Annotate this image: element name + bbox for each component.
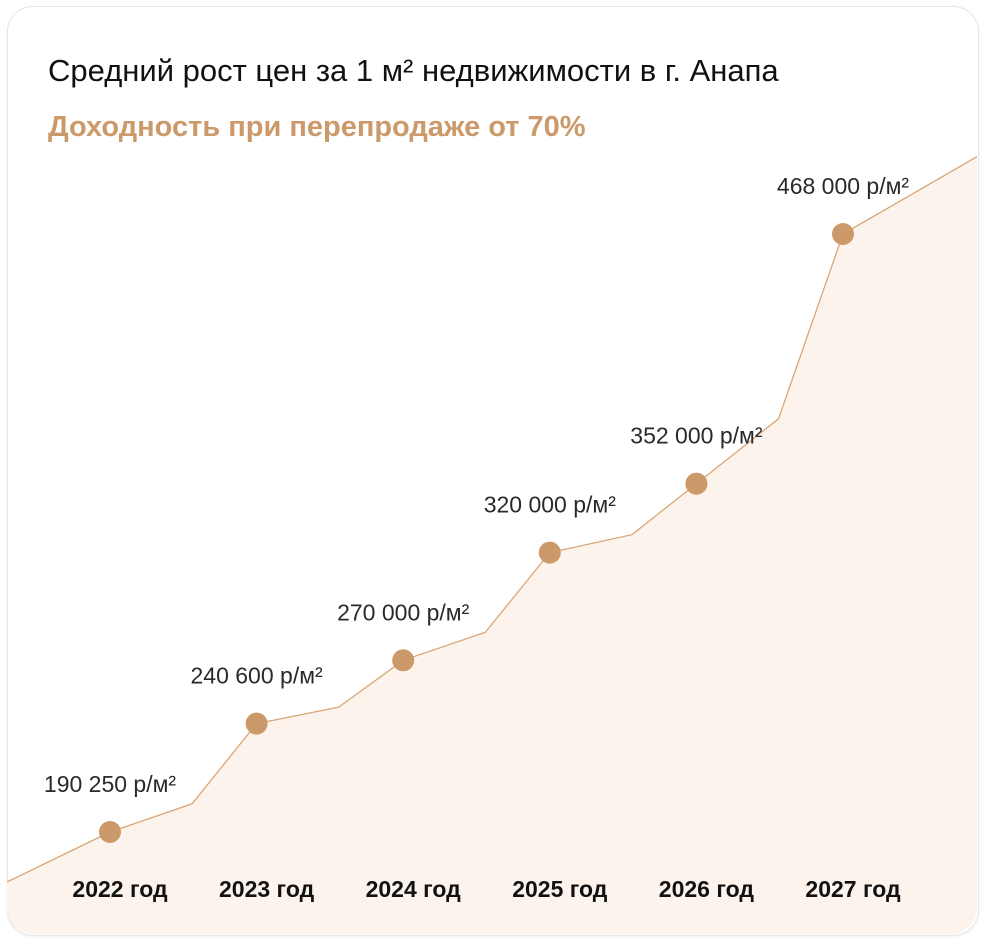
data-point-1 — [99, 821, 121, 843]
x-tick-label-6: 2027 год — [805, 876, 901, 902]
x-tick-label-1: 2022 год — [72, 876, 168, 902]
area-fill — [7, 156, 977, 934]
data-point-4 — [538, 541, 561, 564]
data-label-2: 240 600 р/м² — [191, 663, 324, 689]
x-tick-label-3: 2024 год — [366, 876, 462, 902]
x-tick-label-4: 2025 год — [512, 876, 608, 902]
x-tick-label-2: 2023 год — [219, 876, 315, 902]
chart-subtitle: Доходность при перепродаже от 70% — [48, 111, 586, 143]
data-point-5 — [685, 472, 708, 495]
series-line — [7, 155, 977, 883]
data-label-3: 270 000 р/м² — [337, 599, 470, 625]
data-label-4: 320 000 р/м² — [484, 492, 617, 518]
data-label-1: 190 250 р/м² — [44, 771, 177, 797]
data-label-5: 352 000 р/м² — [630, 423, 763, 449]
x-tick-label-5: 2026 год — [659, 876, 755, 902]
data-point-2 — [245, 712, 268, 735]
data-point-3 — [392, 649, 415, 672]
data-point-6 — [832, 223, 854, 245]
data-label-6: 468 000 р/м² — [777, 173, 910, 199]
chart-title: Средний рост цен за 1 м² недвижимости в … — [48, 53, 779, 88]
